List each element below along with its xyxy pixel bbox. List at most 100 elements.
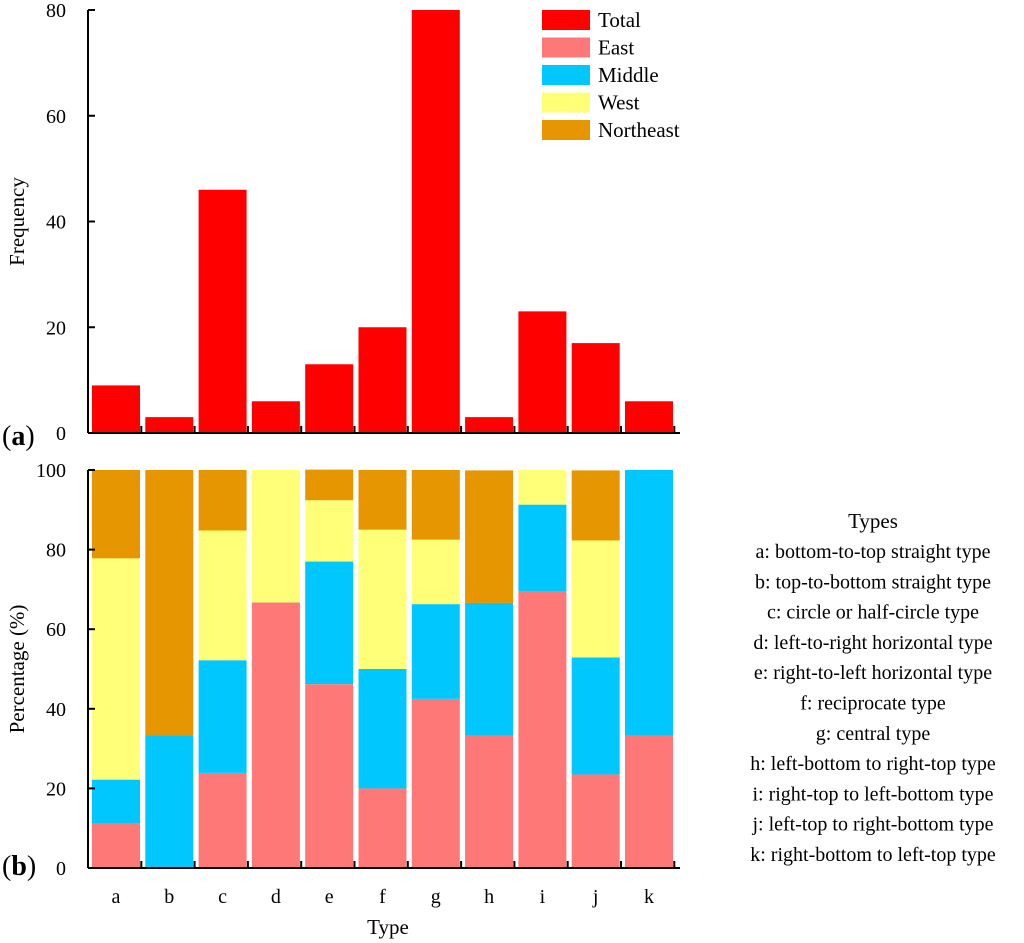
bar-b-b-middle [145,735,194,868]
legend-label-middle: Middle [598,63,659,87]
bar-b-i-west [518,470,567,505]
bar-b-d-west [251,470,300,603]
types-legend-item: k: right-bottom to left-top type [750,844,996,866]
types-legend: Types a: bottom-to-top straight type b: to… [750,509,996,866]
bar-b-f-middle [358,669,407,789]
bar-b-j-west [571,540,620,658]
bar-b-g-northeast [411,470,460,540]
bar-b-g-middle [411,604,460,699]
bar-b-e-middle [305,561,354,685]
bar-a-k-total [625,401,673,433]
legend-label-total: Total [598,8,641,32]
types-legend-item: e: right-to-left horizontal type [754,662,992,684]
bar-b-f-west [358,529,407,669]
bar-b-c-west [198,530,247,661]
legend-swatch-west [542,92,590,113]
y-tick-label: 100 [36,460,66,482]
bar-b-e-northeast [305,469,354,501]
bar-b-f-east [358,788,407,868]
bar-b-f-northeast [358,470,407,530]
legend-swatch-total [542,10,590,30]
x-tick-label-b: b [164,886,174,908]
bar-a-j-total [571,343,620,433]
bar-b-j-northeast [571,470,620,541]
bar-b-i-middle [518,504,567,591]
y-tick-label: 60 [46,106,66,128]
panel-b-percentage-chart: 0 20 40 60 80 100 a b c d e f g h i j k Type Percentage (%… [2,460,680,939]
y-axis-title: Percentage (%) [5,605,29,734]
x-tick-label-e: e [325,886,334,908]
bar-b-j-middle [571,657,620,775]
x-tick-label-f: f [379,886,386,908]
types-legend-item: c: circle or half-circle type [767,602,979,624]
panel-a-frequency-chart: 0 20 40 60 80 Frequency (a) [2,0,680,452]
bar-b-k-east [625,735,673,868]
panel-label: (b) [2,851,36,882]
x-tick-label-c: c [218,886,227,908]
bar-b-a-east [92,823,140,868]
bar-a-i-total [518,311,567,433]
x-tick-label-i: i [540,886,546,908]
bar-a-a-total [92,385,140,433]
bar-b-g-west [411,539,460,605]
types-legend-item: d: left-to-right horizontal type [753,632,992,654]
legend-label-east: East [598,36,634,60]
y-tick-label: 60 [46,619,66,641]
legend-swatch-east [542,37,590,58]
y-tick-label: 0 [56,423,66,445]
bar-a-e-total [305,364,354,433]
types-legend-item: b: top-to-bottom straight type [755,571,991,593]
bar-b-b-northeast [145,470,194,736]
types-legend-item: a: bottom-to-top straight type [756,541,991,563]
bar-b-e-east [305,684,354,868]
bar-b-c-east [198,772,247,868]
panel-label: (a) [2,421,35,452]
bar-a-h-total [465,417,514,433]
types-legend-item: g: central type [816,723,931,745]
bar-b-j-east [571,774,620,868]
bar-b-i-east [518,590,567,868]
bar-b-h-northeast [465,470,514,603]
bar-b-c-northeast [198,470,247,531]
bar-a-b-total [145,417,194,433]
types-legend-title: Types [848,509,898,533]
x-axis-title: Type [367,915,409,939]
bar-a-f-total [358,327,407,433]
bar-b-c-middle [198,660,247,773]
bar-b-h-east [465,735,514,868]
legend-label-northeast: Northeast [598,118,680,142]
y-tick-label: 0 [56,858,66,880]
y-axis-title: Frequency [5,177,29,266]
x-tick-label-d: d [271,886,281,908]
bar-b-a-northeast [92,470,140,559]
legend: Total East Middle West Northeast [542,8,680,142]
x-tick-label-g: g [431,886,441,908]
x-tick-label-j: j [592,886,599,908]
types-legend-item: i: right-top to left-bottom type [752,783,993,805]
x-tick-label-k: k [644,886,654,908]
y-tick-label: 80 [46,0,66,22]
bar-b-d-east [251,602,300,868]
bar-b-a-west [92,558,140,780]
types-legend-item: j: left-top to right-bottom type [751,814,993,836]
y-tick-label: 20 [46,317,66,339]
bar-a-g-total [411,10,460,433]
y-tick-label: 80 [46,540,66,562]
bar-a-d-total [251,401,300,433]
legend-label-west: West [598,91,640,115]
bar-b-e-west [305,500,354,562]
bar-b-k-middle [625,470,673,736]
legend-swatch-middle [542,65,590,85]
types-legend-item: h: left-bottom to right-top type [750,753,996,775]
bar-b-g-east [411,698,460,868]
x-tick-label-a: a [112,886,121,908]
bar-b-a-middle [92,779,140,824]
types-legend-item: f: reciprocate type [800,693,946,715]
bar-b-h-middle [465,602,514,736]
bar-a-c-total [198,189,247,433]
y-tick-label: 40 [46,212,66,234]
legend-swatch-northeast [542,120,590,140]
y-tick-label: 40 [46,699,66,721]
x-tick-label-h: h [484,886,494,908]
